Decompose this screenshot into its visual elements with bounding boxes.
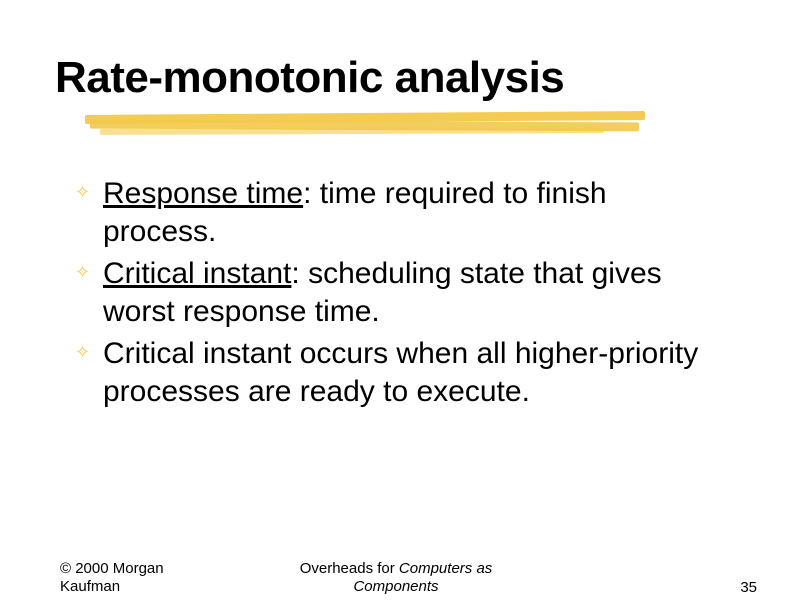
bullet-text: Critical instant occurs when all higher-… bbox=[103, 337, 698, 408]
bullet-item: ✧ Response time: time required to finish… bbox=[75, 175, 725, 252]
footer: © 2000 Morgan Kaufman Overheads for Comp… bbox=[0, 555, 792, 600]
slide-title: Rate-monotonic analysis bbox=[55, 55, 735, 101]
center-note-ital: Components bbox=[353, 578, 438, 595]
bullet-item: ✧ Critical instant: scheduling state tha… bbox=[75, 255, 725, 332]
center-note: Overheads for Computers as Components bbox=[0, 560, 792, 596]
bullet-marker-icon: ✧ bbox=[75, 264, 91, 280]
bullet-marker-icon: ✧ bbox=[75, 344, 91, 360]
body-area: ✧ Response time: time required to finish… bbox=[75, 175, 725, 414]
bullet-item: ✧ Critical instant occurs when all highe… bbox=[75, 335, 725, 412]
title-area: Rate-monotonic analysis bbox=[55, 55, 735, 101]
bullet-marker-icon: ✧ bbox=[75, 184, 91, 200]
title-underline bbox=[85, 113, 645, 135]
bullet-term: Response time bbox=[103, 177, 303, 210]
center-note-ital: Computers as bbox=[399, 560, 492, 577]
bullet-term: Critical instant bbox=[103, 257, 291, 290]
slide: Rate-monotonic analysis ✧ Response time:… bbox=[0, 0, 792, 612]
center-note-text: Overheads for bbox=[300, 560, 399, 577]
brush-stroke bbox=[100, 127, 604, 135]
page-number: 35 bbox=[740, 579, 757, 596]
